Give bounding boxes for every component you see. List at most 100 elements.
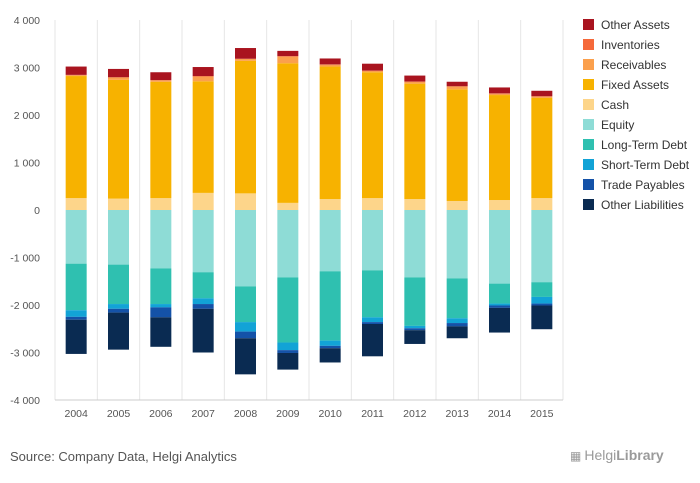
bar-equity-2011 (362, 210, 383, 271)
legend-swatch-long-term-debt (583, 139, 594, 150)
bar-short-term-debt-2011 (362, 317, 383, 323)
bar-short-term-debt-2009 (277, 342, 299, 351)
x-tick-label: 2008 (234, 408, 258, 420)
bar-other-liabilities-2004 (65, 319, 87, 354)
bar-receivables-2011 (362, 70, 383, 73)
bar-other-assets-2007 (192, 67, 214, 77)
x-tick-label: 2011 (361, 408, 384, 420)
bar-fixed-assets-2014 (489, 95, 510, 201)
bar-other-liabilities-2005 (108, 312, 129, 350)
bar-trade-payables-2008 (235, 331, 256, 339)
bar-cash-2013 (446, 200, 468, 210)
bar-short-term-debt-2014 (489, 303, 510, 306)
y-tick-label: 4 000 (14, 15, 40, 27)
bar-other-assets-2004 (65, 66, 87, 75)
bar-fixed-assets-2006 (150, 81, 172, 199)
bar-short-term-debt-2006 (150, 304, 172, 308)
legend-swatch-cash (583, 99, 594, 110)
x-tick-label: 2013 (445, 408, 469, 420)
bar-cash-2007 (192, 192, 214, 210)
bar-fixed-assets-2011 (362, 72, 383, 199)
legend-label-short-term-debt: Short-Term Debt (601, 158, 690, 172)
y-tick-label: 2 000 (14, 110, 40, 122)
bar-other-liabilities-2008 (235, 338, 256, 375)
x-tick-label: 2007 (191, 408, 215, 420)
bar-trade-payables-2015 (531, 303, 553, 306)
bar-short-term-debt-2004 (65, 310, 87, 317)
y-tick-label: -4 000 (10, 395, 40, 407)
bar-cash-2012 (404, 199, 426, 210)
bar-trade-payables-2006 (150, 307, 172, 318)
bar-equity-2012 (404, 210, 426, 278)
y-tick-label: -3 000 (10, 348, 40, 360)
bar-fixed-assets-2009 (277, 63, 299, 203)
logo-text-part2: Library (616, 447, 664, 463)
bar-equity-2013 (446, 210, 468, 279)
bar-equity-2010 (319, 210, 341, 272)
bar-receivables-2015 (531, 96, 553, 98)
bar-cash-2008 (235, 193, 256, 210)
bar-equity-2014 (489, 210, 510, 284)
legend-swatch-short-term-debt (583, 159, 594, 170)
legend-swatch-trade-payables (583, 179, 594, 190)
legend-swatch-equity (583, 119, 594, 130)
bar-fixed-assets-2012 (404, 83, 426, 200)
bar-long-term-debt-2013 (446, 278, 468, 319)
bar-other-liabilities-2014 (489, 307, 510, 333)
bar-long-term-debt-2008 (235, 286, 256, 323)
bar-cash-2015 (531, 198, 553, 210)
bar-long-term-debt-2012 (404, 277, 426, 326)
y-tick-label: 0 (34, 205, 40, 217)
bar-trade-payables-2012 (404, 328, 426, 331)
bar-equity-2005 (108, 210, 129, 265)
x-tick-label: 2004 (64, 408, 88, 420)
x-tick-label: 2006 (149, 408, 173, 420)
legend-label-fixed-assets: Fixed Assets (601, 78, 669, 92)
bar-long-term-debt-2005 (108, 264, 129, 305)
bar-trade-payables-2009 (277, 350, 299, 353)
bar-receivables-2006 (150, 80, 172, 82)
x-tick-label: 2015 (530, 408, 554, 420)
logo-text-part1: Helgi (584, 447, 617, 463)
bar-long-term-debt-2007 (192, 272, 214, 299)
bar-trade-payables-2005 (108, 308, 129, 313)
bar-fixed-assets-2013 (446, 89, 468, 201)
bar-other-liabilities-2011 (362, 324, 383, 357)
bar-receivables-2005 (108, 77, 129, 80)
bar-trade-payables-2010 (319, 345, 341, 349)
bar-trade-payables-2013 (446, 323, 468, 327)
bar-fixed-assets-2007 (192, 81, 214, 193)
bar-trade-payables-2007 (192, 304, 214, 309)
bar-fixed-assets-2008 (235, 60, 256, 194)
bar-other-liabilities-2012 (404, 330, 426, 344)
bar-trade-payables-2011 (362, 322, 383, 324)
bar-fixed-assets-2015 (531, 97, 553, 199)
x-tick-label: 2005 (107, 408, 131, 420)
bar-other-assets-2008 (235, 48, 256, 59)
bar-receivables-2010 (319, 64, 341, 67)
bar-receivables-2012 (404, 81, 426, 84)
legend-label-other-liabilities: Other Liabilities (601, 198, 684, 212)
bar-long-term-debt-2009 (277, 277, 299, 343)
bar-equity-2008 (235, 210, 256, 287)
bar-long-term-debt-2011 (362, 270, 383, 318)
bar-short-term-debt-2008 (235, 322, 256, 332)
bar-long-term-debt-2004 (65, 263, 87, 311)
bar-other-assets-2013 (446, 81, 468, 87)
bar-other-assets-2009 (277, 50, 299, 57)
legend-swatch-receivables (583, 59, 594, 70)
bar-cash-2009 (277, 202, 299, 210)
legend-swatch-other-liabilities (583, 199, 594, 210)
bar-other-assets-2006 (150, 72, 172, 81)
bar-equity-2007 (192, 210, 214, 273)
bar-other-assets-2011 (362, 63, 383, 71)
bar-other-assets-2015 (531, 90, 553, 97)
bar-cash-2011 (362, 198, 383, 210)
bar-receivables-2013 (446, 86, 468, 90)
bar-equity-2015 (531, 210, 553, 283)
x-tick-label: 2010 (318, 408, 342, 420)
y-tick-label: 3 000 (14, 63, 40, 75)
bar-equity-2006 (150, 210, 172, 269)
